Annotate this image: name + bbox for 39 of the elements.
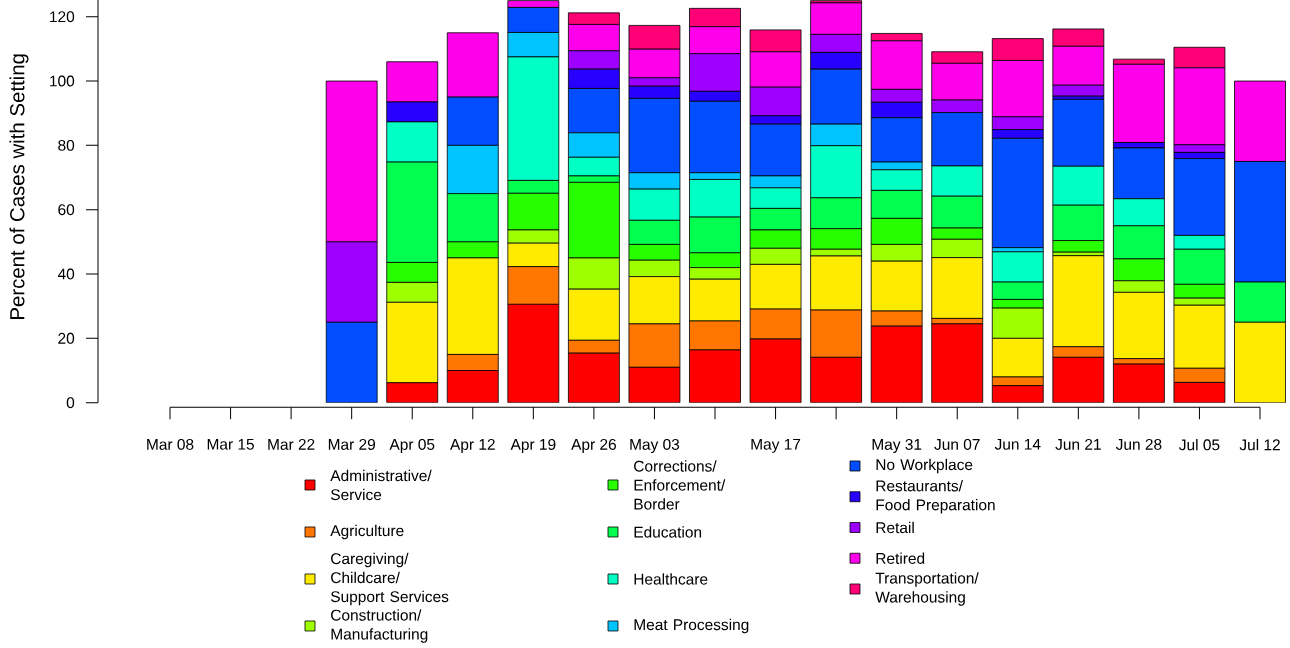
x-tick-label: Mar 29 bbox=[328, 438, 375, 450]
legend-label: Agriculture bbox=[330, 524, 404, 540]
x-tick-label: Mar 08 bbox=[147, 438, 194, 450]
legend-label: Retired bbox=[876, 552, 925, 564]
x-tick-label: Jun 14 bbox=[994, 438, 1041, 450]
y-tick-label: 60 bbox=[58, 204, 75, 216]
y-tick-label: 100 bbox=[50, 75, 75, 87]
x-tick-label: Jun 21 bbox=[1055, 438, 1101, 450]
y-tick-label: 0 bbox=[66, 397, 75, 409]
legend-label: Transportation/Warehousing bbox=[875, 572, 979, 606]
y-tick-label: 120 bbox=[50, 11, 75, 23]
x-tick-label: Jun 07 bbox=[934, 438, 980, 450]
legend-label: Retail bbox=[876, 521, 914, 534]
x-tick-label: May 03 bbox=[630, 438, 680, 453]
x-tick-label: Apr 19 bbox=[510, 438, 556, 453]
x-tick-label: May 17 bbox=[751, 438, 801, 453]
legend-label: Administrative/Service bbox=[330, 469, 432, 501]
y-axis-title: Percent of Cases with Setting bbox=[9, 54, 29, 319]
legend-label: Restaurants/Food Preparation bbox=[876, 480, 995, 514]
y-tick-label: 80 bbox=[58, 139, 75, 151]
x-tick-label: Apr 05 bbox=[389, 438, 435, 453]
legend-label: Construction/Manufacturing bbox=[331, 609, 428, 643]
legend-label: Healthcare bbox=[634, 573, 708, 585]
x-tick-label: Apr 12 bbox=[450, 438, 495, 453]
x-tick-label: Mar 15 bbox=[207, 438, 254, 450]
y-tick-label: 20 bbox=[58, 332, 75, 344]
bar bbox=[1112, 63, 1165, 143]
y-tick-label: 40 bbox=[57, 268, 75, 280]
x-tick-label: Apr 26 bbox=[571, 438, 616, 453]
legend-label: No Workplace bbox=[876, 458, 973, 474]
x-tick-label: Jul 12 bbox=[1239, 438, 1280, 451]
x-tick-label: Jun 28 bbox=[1115, 438, 1162, 450]
legend-label: Corrections/Enforcement/Border bbox=[634, 460, 726, 510]
legend-label: Meat Processing bbox=[634, 618, 749, 634]
x-tick-label: May 31 bbox=[872, 438, 922, 453]
legend-label: Education bbox=[634, 526, 702, 538]
x-tick-label: Mar 22 bbox=[268, 438, 315, 450]
x-tick-label: Jul 05 bbox=[1179, 438, 1220, 451]
legend-label: Caregiving/Childcare/Support Services bbox=[330, 552, 449, 606]
